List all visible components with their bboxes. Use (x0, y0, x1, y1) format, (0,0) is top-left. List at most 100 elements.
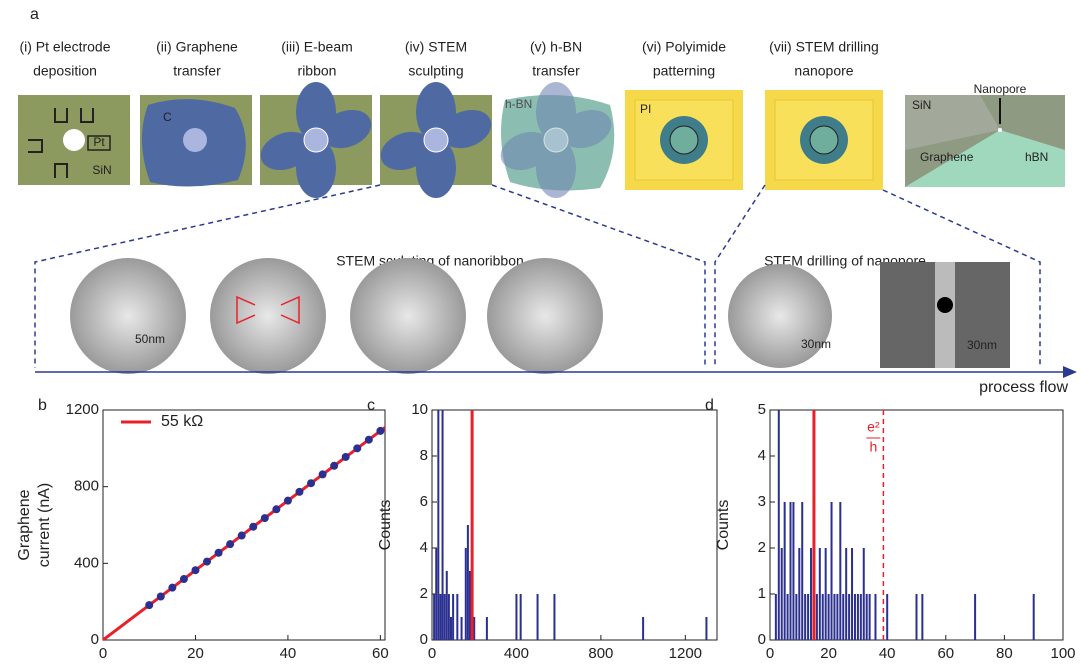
x-tick-label: 20 (820, 645, 837, 662)
x-tick-label: 1200 (669, 645, 702, 662)
bar (830, 502, 833, 640)
point (156, 592, 165, 601)
bar (469, 571, 471, 640)
tile-label: C (163, 110, 172, 124)
tile (765, 90, 883, 190)
x-tick-label: 400 (504, 645, 529, 662)
point (307, 479, 316, 488)
y-axis-label: current (nA) (36, 483, 53, 567)
point (145, 601, 154, 610)
bar (536, 594, 539, 640)
photo-label: Nanopore (974, 82, 1027, 96)
bar (445, 571, 448, 640)
x-tick-label: 0 (428, 645, 436, 662)
y-tick-label: 0 (758, 631, 766, 648)
bar (466, 525, 469, 640)
bar (833, 594, 836, 640)
bar (456, 594, 459, 640)
tile (374, 81, 498, 199)
y-tick-label: 1 (758, 585, 766, 602)
tile: C (140, 95, 252, 187)
x-tick-label: 0 (99, 645, 107, 662)
y-tick-label: 4 (758, 447, 766, 464)
stem-images (70, 258, 1010, 374)
point (168, 583, 177, 592)
bar (836, 594, 839, 640)
bar (441, 410, 444, 640)
scale-bar: 30nm (801, 337, 831, 351)
step-label: (iii) E-beam (281, 39, 353, 55)
bar (437, 410, 440, 640)
bar (443, 594, 446, 640)
point (214, 548, 223, 557)
bar (868, 594, 871, 640)
bar (433, 594, 436, 640)
point (376, 426, 385, 435)
y-tick-label: 0 (91, 631, 99, 648)
bar (452, 594, 455, 640)
bar (473, 617, 476, 640)
point (249, 522, 258, 531)
bar (804, 594, 807, 640)
bar (780, 548, 783, 640)
bar (786, 594, 789, 640)
step-label: transfer (532, 63, 580, 79)
point (330, 461, 339, 470)
point (203, 557, 212, 566)
photo-label: Graphene (920, 150, 974, 164)
tile: PI (625, 90, 743, 190)
bar (859, 594, 862, 640)
x-tick-label: 20 (187, 645, 204, 662)
step-label: (vi) Polyimide (642, 39, 726, 55)
bar (886, 594, 889, 640)
point (318, 470, 327, 479)
y-tick-label: 4 (420, 539, 428, 556)
step-label: (i) Pt electrode (19, 39, 110, 55)
bar (789, 502, 792, 640)
x-tick-label: 100 (1050, 645, 1075, 662)
y-tick-label: 1200 (66, 401, 99, 418)
bar (792, 502, 795, 640)
bar (915, 594, 918, 640)
bar (865, 594, 868, 640)
flow-arrow-head (1063, 366, 1077, 378)
y-tick-label: 0 (420, 631, 428, 648)
legend-label: 55 kΩ (161, 413, 203, 430)
photo: Nanopore SiN Graphene hBN (905, 82, 1065, 187)
x-tick-label: 80 (996, 645, 1013, 662)
bar (450, 617, 452, 640)
point (226, 540, 235, 549)
bar (807, 594, 810, 640)
x-tick-label: 800 (588, 645, 613, 662)
y-axis-label: Counts (377, 500, 394, 551)
bar (827, 594, 830, 640)
bar (851, 548, 854, 640)
point (237, 531, 246, 540)
bar (842, 594, 845, 640)
point (353, 444, 362, 453)
bar (862, 548, 865, 640)
x-tick-label: 60 (937, 645, 954, 662)
plot-frame (431, 409, 718, 641)
bar (974, 594, 977, 640)
bar (515, 594, 518, 640)
y-tick-label: 800 (74, 478, 99, 495)
step-label: patterning (653, 63, 715, 79)
bar (783, 502, 786, 640)
tile: h-BN (494, 81, 618, 199)
point (191, 566, 200, 575)
point (283, 496, 292, 505)
x-tick-label: 0 (766, 645, 774, 662)
bar (435, 548, 438, 640)
panel-label: d (705, 397, 714, 414)
x-tick-label: 40 (879, 645, 896, 662)
bar (519, 594, 522, 640)
bar (818, 548, 821, 640)
bar (460, 617, 463, 640)
point (260, 514, 269, 523)
step-label: sculpting (408, 63, 463, 79)
panel-label: b (38, 397, 47, 414)
bar (824, 548, 827, 640)
reference-label: h (869, 439, 877, 455)
step-label: (ii) Graphene (156, 39, 238, 55)
